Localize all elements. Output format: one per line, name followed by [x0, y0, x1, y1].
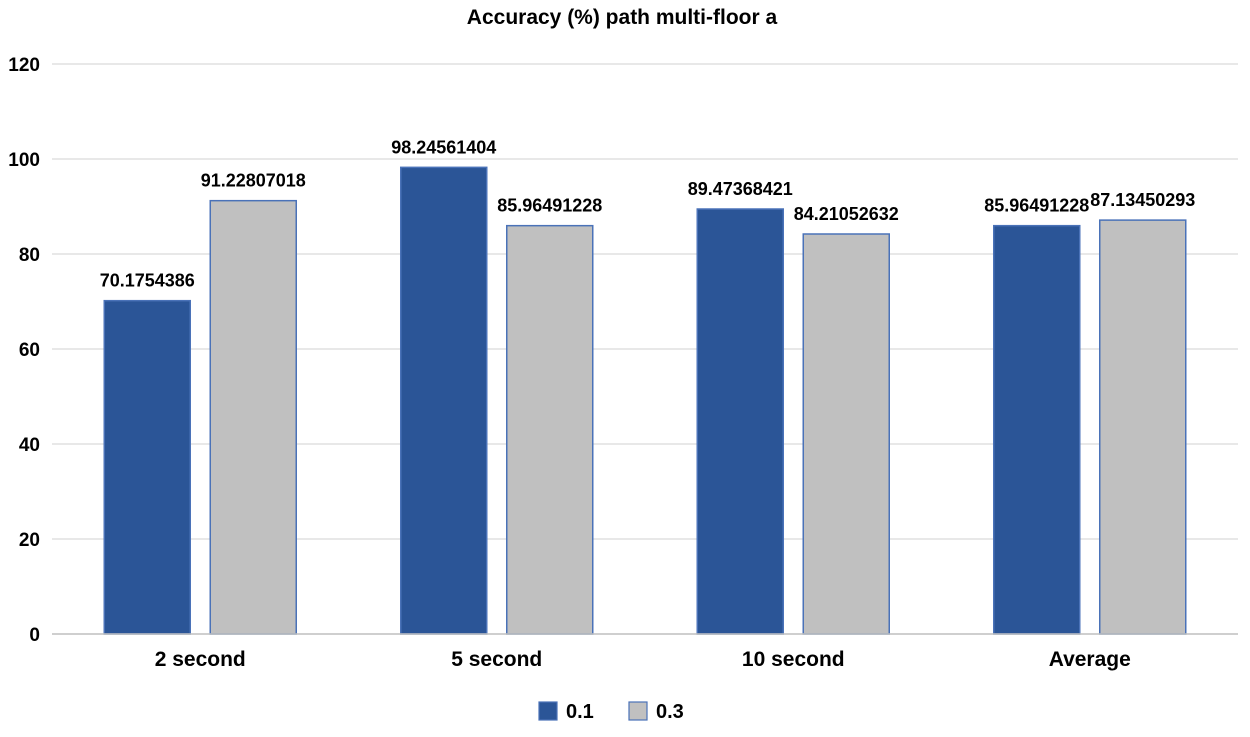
data-label-0_1-average: 85.96491228 — [984, 196, 1089, 216]
bar-0_3-average — [1099, 219, 1187, 635]
data-label-0_3-2-second: 91.22807018 — [201, 171, 306, 191]
x-tick-label-10-second: 10 second — [742, 648, 845, 671]
data-label-0_1-10-second: 89.47368421 — [688, 179, 793, 199]
bar-layer — [103, 166, 1187, 635]
legend: 0.1 0.3 — [538, 701, 684, 723]
y-tick-label-60: 60 — [19, 340, 40, 361]
y-tick-label-80: 80 — [19, 245, 40, 266]
x-tick-label-2-second: 2 second — [155, 648, 246, 671]
legend-swatch-0_1 — [538, 701, 558, 721]
y-tick-label-100: 100 — [8, 150, 40, 171]
bar-0_1-5-second — [400, 166, 488, 635]
data-label-0_3-10-second: 84.21052632 — [794, 204, 899, 224]
y-tick-label-20: 20 — [19, 530, 40, 551]
bar-0_3-10-second — [802, 233, 890, 635]
x-tick-label-average: Average — [1049, 648, 1131, 671]
data-label-layer: 70.1754386 91.22807018 98.24561404 85.96491… — [100, 137, 1196, 290]
data-label-0_1-2-second: 70.1754386 — [100, 271, 195, 291]
data-label-0_3-average: 87.13450293 — [1090, 190, 1195, 210]
axis-layer: 0 20 40 60 80 100 120 2 second 5 second 10 second… — [8, 55, 1238, 671]
bar-0_1-2-second — [103, 299, 191, 635]
legend-label-0_1: 0.1 — [566, 701, 594, 723]
bar-0_3-5-second — [506, 224, 594, 635]
y-tick-label-40: 40 — [19, 435, 40, 456]
x-tick-label-5-second: 5 second — [451, 648, 542, 671]
y-tick-label-0: 0 — [29, 625, 40, 646]
bar-0_1-average — [993, 224, 1081, 635]
data-label-0_1-5-second: 98.24561404 — [391, 137, 496, 157]
legend-swatch-0_3 — [628, 701, 648, 721]
bar-0_3-2-second — [209, 199, 297, 635]
data-label-0_3-5-second: 85.96491228 — [497, 196, 602, 216]
bar-0_1-10-second — [696, 208, 784, 635]
chart-title: Accuracy (%) path multi-floor a — [467, 6, 778, 29]
legend-label-0_3: 0.3 — [656, 701, 684, 723]
y-tick-label-120: 120 — [8, 55, 40, 76]
